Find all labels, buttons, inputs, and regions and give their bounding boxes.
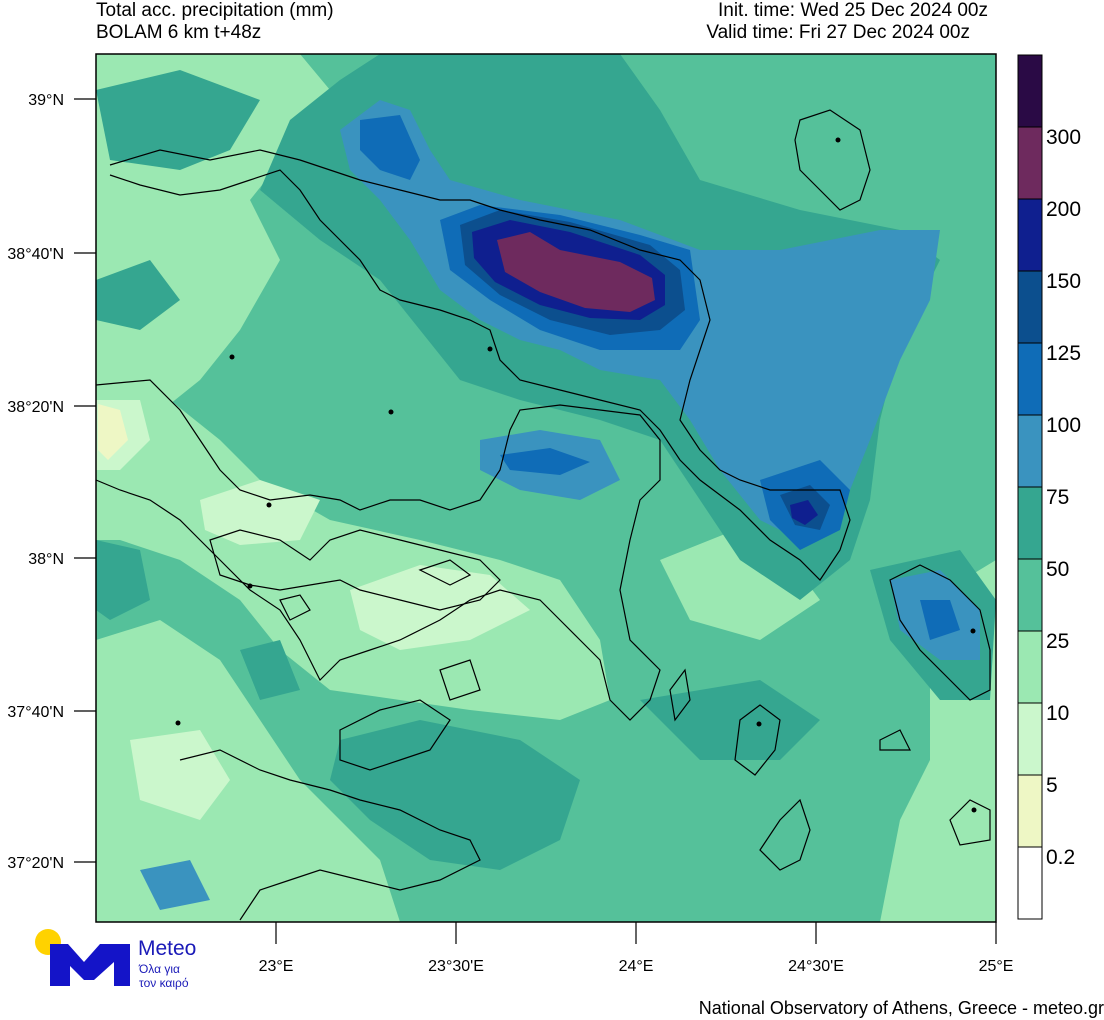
lat-label-0: 39°N — [28, 92, 64, 109]
lat-labels: 39°N 38°40'N 38°20'N 38°N 37°40'N 37°20'… — [7, 92, 64, 872]
colorbar: 0.2 5 10 25 50 75 100 125 150 200 300 — [1017, 54, 1081, 920]
logo-tagline-1: Όλα για — [139, 962, 180, 976]
lon-axis — [275, 922, 997, 944]
lon-label-3: 24°30'E — [788, 958, 844, 975]
colorbar-label-4: 50 — [1046, 558, 1069, 581]
meteo-logo — [35, 929, 130, 986]
colorbar-swatch-0 — [1017, 846, 1043, 920]
colorbar-swatch-1 — [1017, 774, 1043, 848]
lon-label-2: 24°E — [619, 958, 654, 975]
model-subtitle: BOLAM 6 km t+48z — [96, 22, 262, 43]
valid-time: Valid time: Fri 27 Dec 2024 00z — [706, 22, 970, 43]
colorbar-label-1: 5 — [1046, 774, 1058, 797]
init-time: Init. time: Wed 25 Dec 2024 00z — [717, 0, 988, 21]
colorbar-label-3: 25 — [1046, 630, 1069, 653]
colorbar-swatch-8 — [1017, 270, 1043, 344]
colorbar-swatch-9 — [1017, 198, 1043, 272]
colorbar-label-9: 200 — [1046, 198, 1081, 221]
colorbar-label-2: 10 — [1046, 702, 1069, 725]
coastline — [96, 109, 991, 921]
lat-label-1: 38°40'N — [7, 246, 64, 263]
lon-label-1: 23°30'E — [428, 958, 484, 975]
colorbar-swatch-4 — [1017, 558, 1043, 632]
colorbar-label-6: 100 — [1046, 414, 1081, 437]
colorbar-swatch-3 — [1017, 630, 1043, 704]
logo-wordmark: Meteo — [138, 937, 197, 960]
colorbar-swatch-10 — [1017, 126, 1043, 200]
colorbar-swatch-2 — [1017, 702, 1043, 776]
colorbar-swatch-11 — [1017, 54, 1043, 128]
lat-label-2: 38°20'N — [7, 399, 64, 416]
colorbar-swatch-6 — [1017, 414, 1043, 488]
colorbar-label-5: 75 — [1046, 486, 1069, 509]
colorbar-label-7: 125 — [1046, 342, 1081, 365]
colorbar-swatch-7 — [1017, 342, 1043, 416]
colorbar-label-0: 0.2 — [1046, 846, 1075, 869]
map-title: Total acc. precipitation (mm) — [96, 0, 334, 21]
colorbar-label-8: 150 — [1046, 270, 1081, 293]
colorbar-swatch-5 — [1017, 486, 1043, 560]
footer-credit: National Observatory of Athens, Greece -… — [698, 998, 1104, 1018]
lat-label-5: 37°20'N — [7, 855, 64, 872]
lat-axis — [74, 98, 96, 863]
lat-label-4: 37°40'N — [7, 704, 64, 721]
lon-label-0: 23°E — [259, 958, 294, 975]
lon-labels: 23°E 23°30'E 24°E 24°30'E 25°E — [259, 958, 1014, 975]
map-frame — [95, 53, 997, 923]
lon-label-4: 25°E — [979, 958, 1014, 975]
colorbar-label-10: 300 — [1046, 126, 1081, 149]
logo-m-mark — [50, 944, 130, 986]
logo-tagline-2: τον καιρό — [139, 976, 189, 990]
precipitation-field — [96, 54, 996, 922]
city-markers — [175, 137, 977, 813]
lat-label-3: 38°N — [28, 551, 64, 568]
